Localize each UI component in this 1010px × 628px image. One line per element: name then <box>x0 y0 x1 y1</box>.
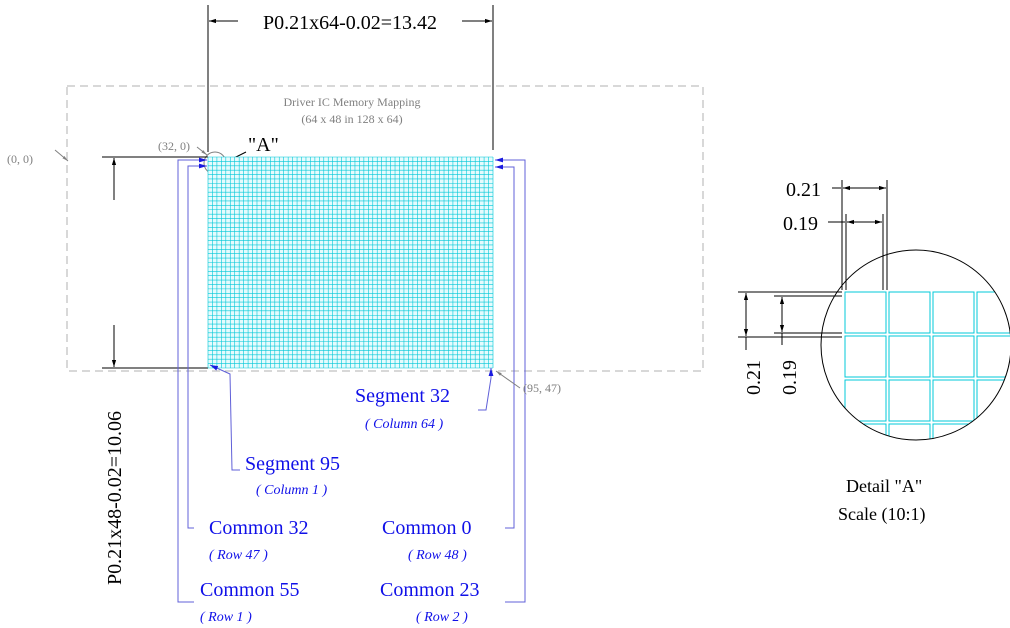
height-dimension-label: P0.21x48-0.02=10.06 <box>104 411 126 585</box>
common-0-sub: ( Row 48 ) <box>408 548 467 563</box>
detail-dot-v: 0.19 <box>779 360 801 395</box>
common-23-label: Common 23 <box>380 579 479 601</box>
segment-95-sub: ( Column 1 ) <box>256 483 328 498</box>
common-55-label: Common 55 <box>200 579 299 601</box>
width-dimension: P0.21x64-0.02=13.42 <box>207 5 494 152</box>
pixel-grid-lines <box>207 156 494 369</box>
detail-a-label: "A" <box>248 134 279 156</box>
pixel-grid <box>207 156 494 369</box>
memory-mapping-subtitle: (64 x 48 in 128 x 64) <box>301 112 402 126</box>
common-32-sub: ( Row 47 ) <box>209 548 268 563</box>
common-55-sub: ( Row 1 ) <box>200 610 252 625</box>
controller-boundary <box>66 85 704 372</box>
origin-coordinate: (0, 0) <box>7 152 33 166</box>
detail-pitch-h: 0.21 <box>786 179 821 201</box>
segment-32-label: Segment 32 <box>355 385 450 407</box>
detail-scale: Scale (10:1) <box>838 504 925 525</box>
width-dimension-label: P0.21x64-0.02=13.42 <box>263 12 437 34</box>
common-32-label: Common 32 <box>209 517 308 539</box>
detail-title: Detail "A" <box>846 476 922 496</box>
memory-mapping-title: Driver IC Memory Mapping <box>284 95 421 109</box>
common-23-sub: ( Row 2 ) <box>416 610 468 625</box>
segment-32-sub: ( Column 64 ) <box>365 417 444 432</box>
segment-95-label: Segment 95 <box>245 453 340 475</box>
detail-dot-h: 0.19 <box>783 213 818 235</box>
detail-a-view: 0.21 0.19 0.21 0.19 Detail "A" Scale (10… <box>738 179 1010 525</box>
common-0-label: Common 0 <box>382 517 471 539</box>
pin-leaders <box>177 157 526 603</box>
end-coordinate: (95, 47) <box>523 381 561 395</box>
height-dimension: P0.21x48-0.02=10.06 <box>102 156 208 585</box>
detail-pitch-v: 0.21 <box>743 360 765 395</box>
start-coordinate: (32, 0) <box>158 139 190 153</box>
